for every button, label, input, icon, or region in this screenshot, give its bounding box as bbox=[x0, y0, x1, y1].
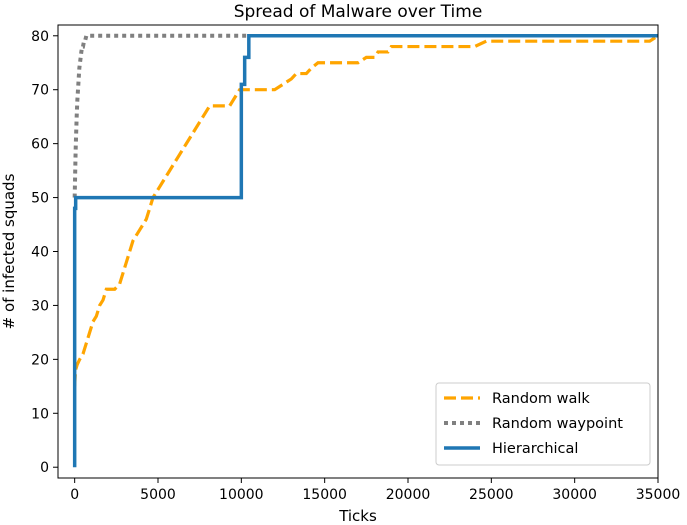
legend-label: Hierarchical bbox=[492, 441, 578, 457]
y-tick-label: 60 bbox=[31, 137, 49, 153]
y-tick-label: 50 bbox=[31, 191, 49, 207]
y-tick-label: 10 bbox=[31, 406, 49, 422]
legend-label: Random walk bbox=[492, 391, 590, 407]
legend-label: Random waypoint bbox=[492, 416, 623, 432]
series-line-random-waypoint bbox=[72, 33, 250, 198]
chart-title: Spread of Malware over Time bbox=[234, 2, 483, 22]
x-tick-label: 0 bbox=[70, 487, 79, 503]
legend: Random walk Random waypoint Hierarchical bbox=[435, 382, 651, 466]
y-tick-label: 30 bbox=[31, 298, 49, 314]
x-tick-label: 15000 bbox=[302, 487, 347, 503]
y-axis-ticks: 0 10 20 30 40 50 60 70 80 bbox=[31, 29, 58, 476]
x-tick-label: 5000 bbox=[140, 487, 176, 503]
x-tick-label: 10000 bbox=[219, 487, 264, 503]
y-tick-label: 70 bbox=[31, 83, 49, 99]
x-axis-title: Ticks bbox=[338, 507, 377, 525]
y-axis-title: # of infected squads bbox=[0, 173, 18, 329]
y-tick-label: 0 bbox=[40, 460, 49, 476]
x-tick-label: 30000 bbox=[552, 487, 597, 503]
x-tick-label: 35000 bbox=[636, 487, 681, 503]
series-line-hierarchical bbox=[72, 34, 658, 468]
y-tick-label: 40 bbox=[31, 245, 49, 261]
x-axis-ticks: 0 5000 10000 15000 20000 25000 30000 35000 bbox=[70, 478, 680, 503]
series-line-random-walk bbox=[73, 34, 658, 387]
y-tick-label: 80 bbox=[31, 29, 49, 45]
y-tick-label: 20 bbox=[31, 352, 49, 368]
x-tick-label: 20000 bbox=[386, 487, 431, 503]
legend-box bbox=[435, 382, 651, 466]
x-tick-label: 25000 bbox=[469, 487, 514, 503]
